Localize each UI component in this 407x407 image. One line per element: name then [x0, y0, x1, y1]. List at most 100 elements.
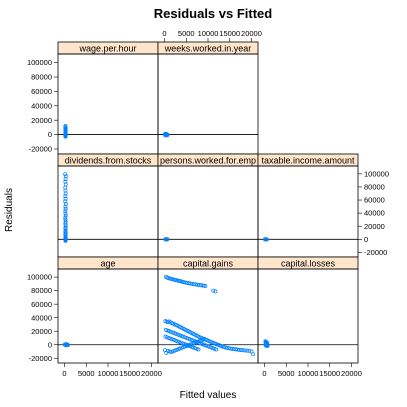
data-point — [170, 337, 175, 342]
data-point — [173, 348, 177, 353]
y-tick-label: -20000 — [29, 354, 52, 363]
data-point — [181, 334, 186, 339]
data-point — [66, 342, 70, 347]
data-points — [263, 237, 269, 242]
y-tick-label: 60000 — [364, 196, 385, 205]
data-point — [188, 281, 193, 286]
data-point — [245, 348, 250, 353]
data-point — [205, 344, 210, 349]
y-tick-label: 100000 — [27, 58, 52, 67]
strip-label: age — [100, 259, 115, 269]
y-tick-label: 20000 — [31, 327, 52, 336]
x-tick-label: 10000 — [98, 369, 119, 378]
panel-frame — [57, 268, 159, 364]
data-point — [176, 332, 180, 337]
panel-capital-losses: capital.losses — [257, 256, 359, 364]
data-point — [63, 179, 68, 184]
y-tick-label: 80000 — [31, 286, 52, 295]
data-point — [177, 333, 182, 338]
data-point — [202, 342, 207, 347]
y-tick-label: 60000 — [31, 87, 52, 96]
data-points — [63, 123, 68, 139]
data-point — [247, 348, 252, 353]
data-point — [188, 342, 193, 347]
data-point — [63, 209, 68, 214]
data-point — [228, 346, 233, 351]
y-tick-label: 100000 — [27, 273, 52, 282]
y-tick-label: 40000 — [31, 313, 52, 322]
data-points — [263, 339, 270, 348]
data-points — [63, 172, 68, 243]
data-point — [63, 206, 68, 211]
data-point — [190, 281, 195, 286]
data-point — [210, 346, 215, 351]
data-point — [192, 282, 197, 287]
data-point — [230, 346, 235, 351]
data-point — [251, 352, 256, 357]
y-tick-label: -20000 — [364, 248, 387, 257]
data-point — [189, 338, 194, 342]
strip-label: wage.per.hour — [78, 44, 136, 54]
y-tick-label: 0 — [48, 340, 52, 349]
data-point — [164, 350, 169, 355]
panel-frame — [57, 165, 159, 258]
data-point — [63, 204, 68, 209]
data-point — [191, 345, 196, 350]
data-point — [184, 336, 189, 340]
y-tick-label: 80000 — [31, 73, 52, 82]
data-point — [193, 346, 197, 351]
panel-age: age — [57, 256, 159, 364]
data-point — [193, 282, 198, 287]
data-point — [165, 237, 170, 242]
y-tick-label: 40000 — [364, 209, 385, 218]
data-point — [186, 343, 191, 348]
data-point — [183, 344, 188, 349]
data-point — [212, 346, 217, 351]
data-point — [168, 336, 173, 341]
y-tick-label: 80000 — [364, 183, 385, 192]
data-point — [200, 342, 205, 347]
data-point — [63, 202, 68, 206]
data-point — [240, 348, 245, 353]
data-point — [194, 346, 199, 351]
data-point — [63, 196, 68, 201]
data-point — [63, 194, 68, 199]
data-point — [173, 338, 178, 343]
panel-weeks-worked-in-year: weeks.worked.in.year — [157, 41, 259, 155]
panel-frame — [257, 268, 359, 364]
data-points — [163, 131, 170, 138]
data-point — [202, 337, 207, 341]
y-tick-label: 0 — [48, 130, 52, 139]
data-point — [63, 217, 68, 222]
panel-capital-gains: capital.gains — [157, 256, 259, 364]
y-axis-label: Residuals — [4, 188, 15, 232]
data-point — [185, 280, 190, 285]
data-point — [243, 348, 247, 353]
data-point — [163, 327, 168, 332]
chart-title: Residuals vs Fitted — [154, 6, 273, 21]
data-point — [195, 339, 200, 344]
panel-frame — [157, 165, 259, 258]
data-point — [63, 191, 68, 196]
data-point — [177, 340, 182, 344]
data-point — [172, 338, 177, 342]
data-point — [63, 211, 68, 216]
x-tick-label: 10000 — [298, 369, 319, 378]
data-point — [223, 345, 228, 350]
x-tick-label: 20000 — [341, 369, 362, 378]
data-point — [166, 336, 171, 340]
data-point — [186, 336, 191, 341]
x-tick-label: 15000 — [319, 369, 340, 378]
data-point — [183, 335, 187, 340]
panel-grid: wage.per.hour weeks.worked.in.year dividen… — [27, 29, 389, 378]
data-point — [165, 335, 170, 340]
data-point — [63, 177, 68, 182]
data-point — [63, 172, 68, 177]
y-tick-label: -20000 — [29, 145, 52, 154]
data-point — [180, 341, 185, 346]
data-point — [171, 349, 176, 354]
data-point — [209, 345, 213, 350]
data-point — [165, 328, 170, 333]
data-point — [170, 330, 175, 335]
